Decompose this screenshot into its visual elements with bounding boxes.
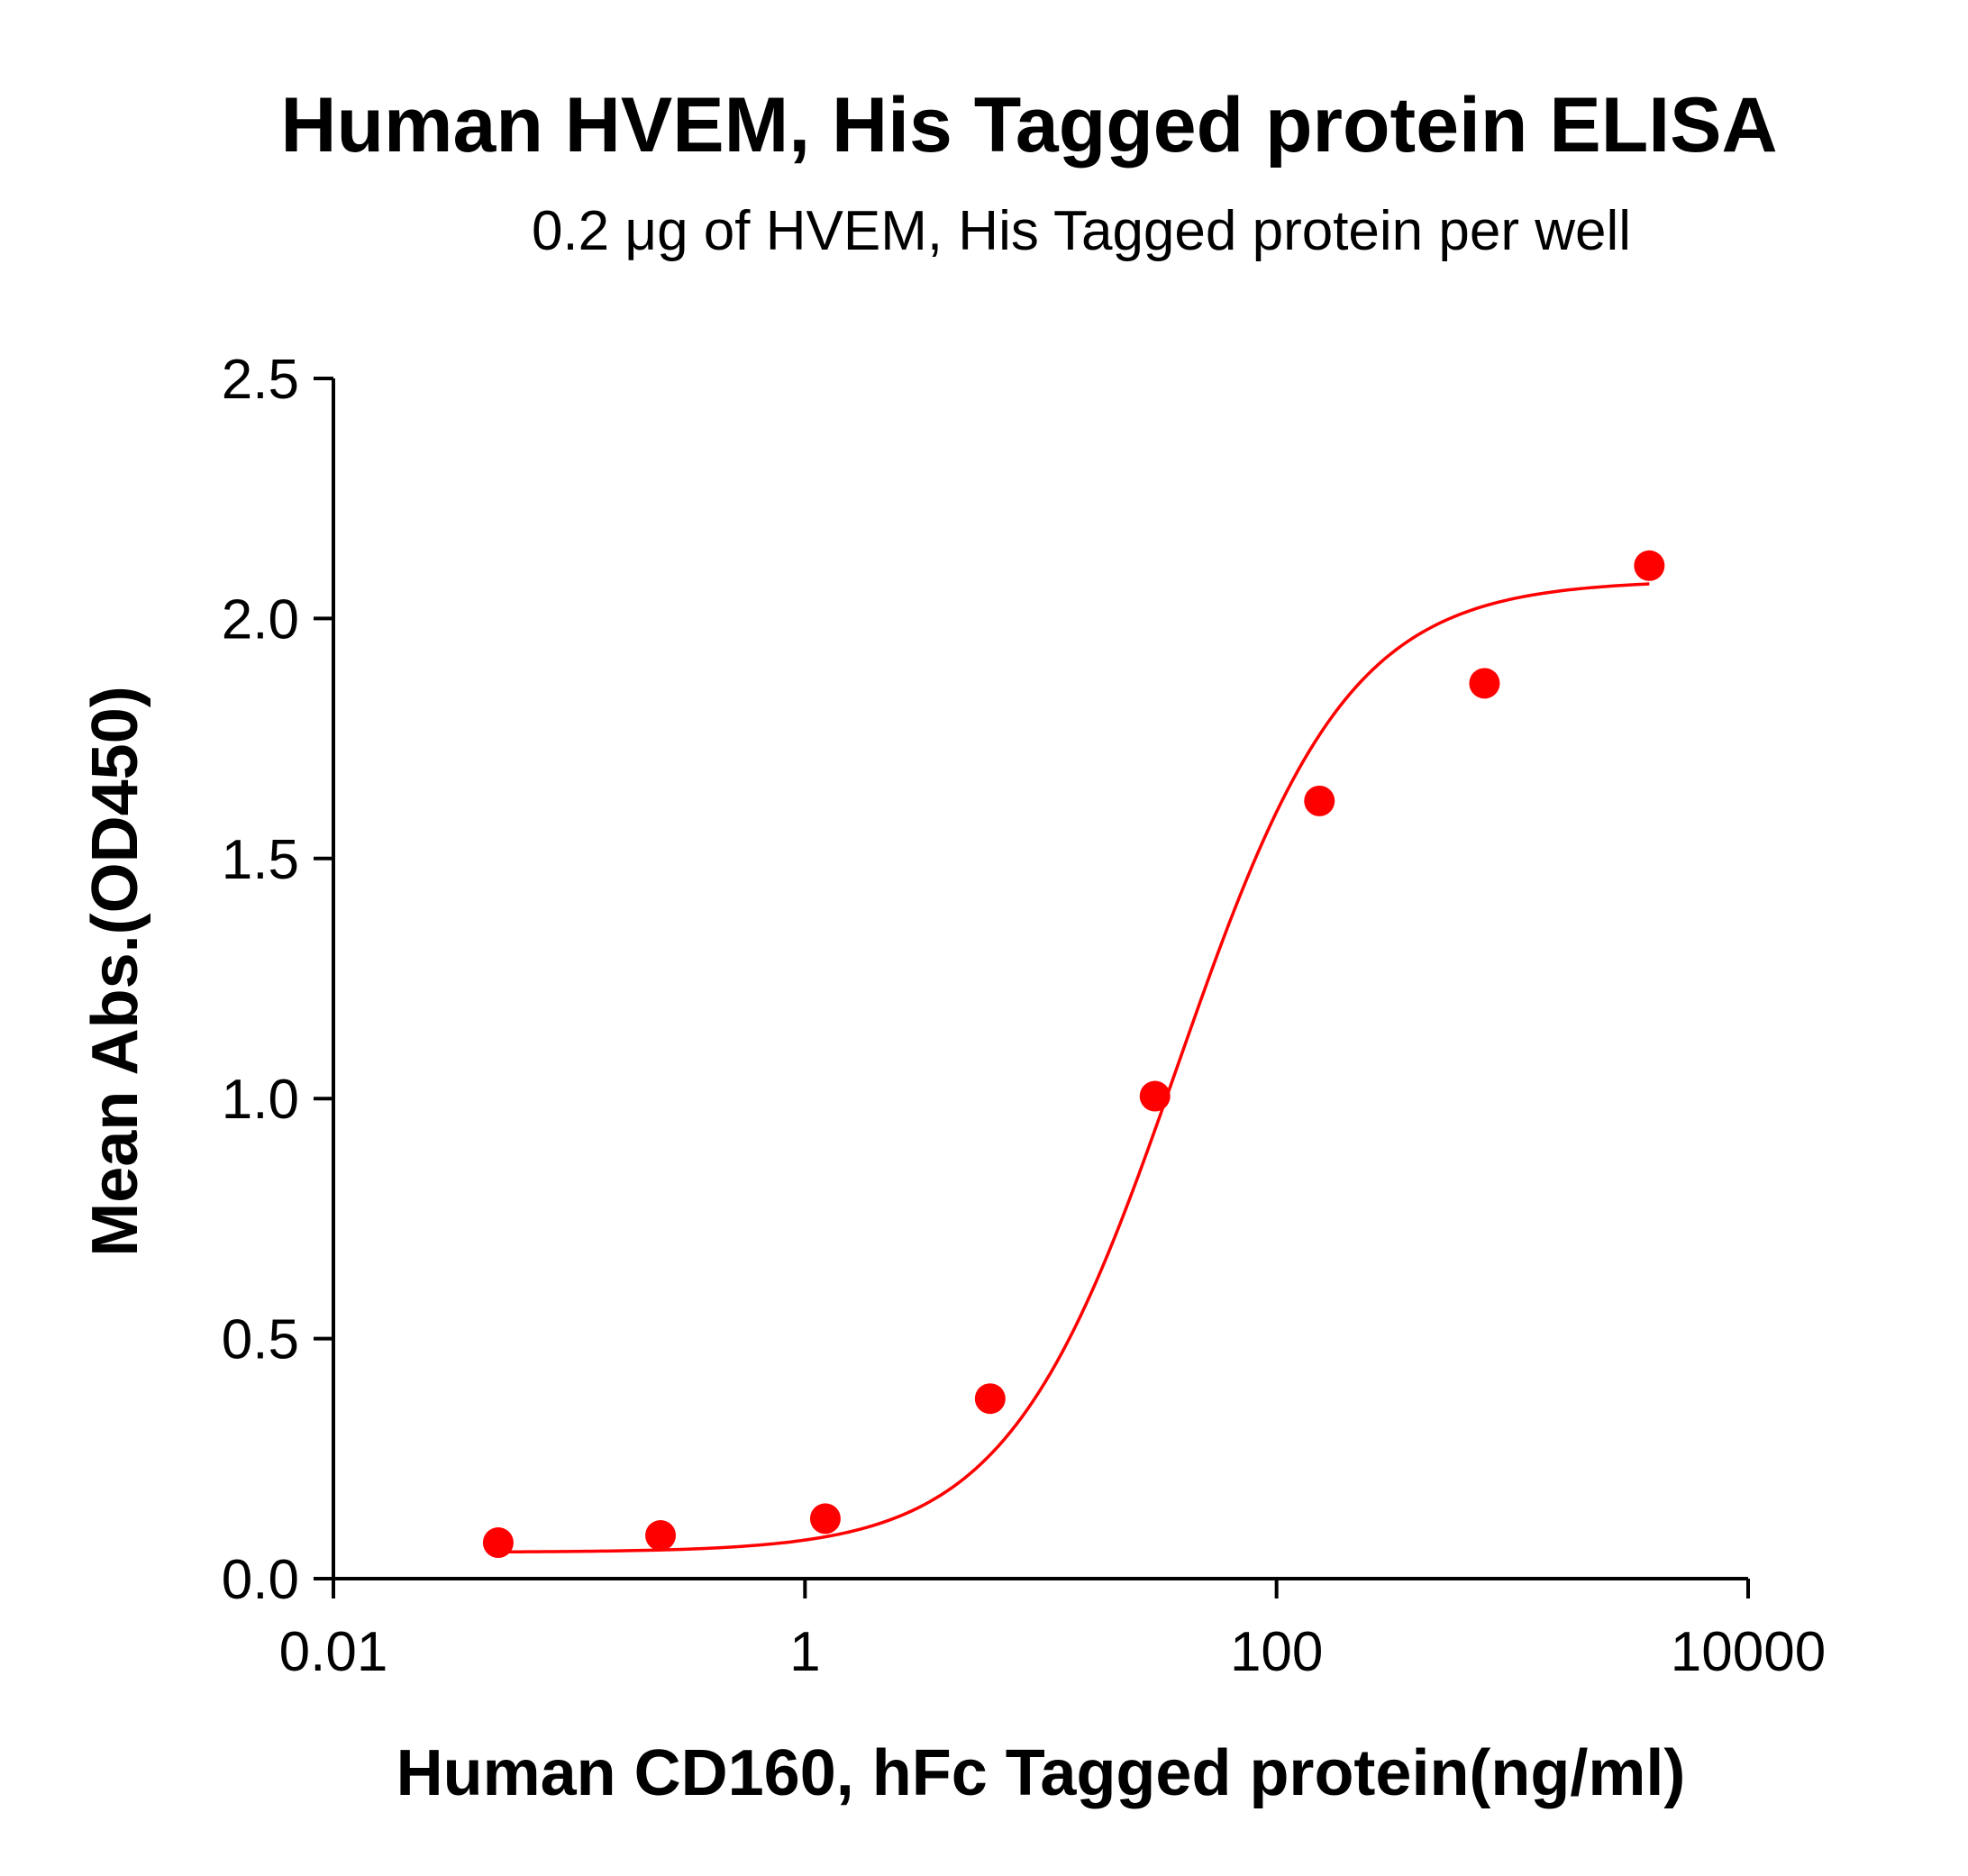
data-point [482,1527,514,1559]
y-tick-label: 2.5 [222,349,299,411]
data-point [1634,550,1665,581]
data-point [1139,1080,1171,1112]
data-point [645,1520,677,1552]
y-axis-label: Mean Abs.(OD450) [79,686,151,1256]
chart-title: Human HVEM, His Tagged protein ELISA [280,82,1777,168]
data-point [974,1383,1006,1415]
x-axis-label: Human CD160, hFc Tagged protein(ng/ml) [396,1737,1686,1809]
y-tick-label: 0.5 [222,1309,299,1371]
y-tick-label: 0.0 [222,1549,299,1611]
y-tick-label: 1.5 [222,829,299,891]
x-tick-label: 1 [789,1621,820,1683]
x-tick-label: 100 [1230,1621,1323,1683]
y-tick-label: 2.0 [222,588,299,651]
data-point [1469,668,1500,699]
chart-subtitle: 0.2 μg of HVEM, His Tagged protein per w… [532,200,1631,262]
x-tick-label: 0.01 [279,1621,388,1683]
y-tick-label: 1.0 [222,1069,299,1131]
y-axis-ticks: 0.0 0.5 1.0 1.5 2.0 2.5 [222,349,333,1611]
fit-curve-line [497,582,1650,1554]
data-point [809,1503,841,1534]
data-point [1304,785,1335,816]
x-axis-ticks: 0.01 1 100 10000 [279,1579,1826,1683]
plot-area [482,550,1665,1559]
x-tick-label: 10000 [1671,1621,1826,1683]
